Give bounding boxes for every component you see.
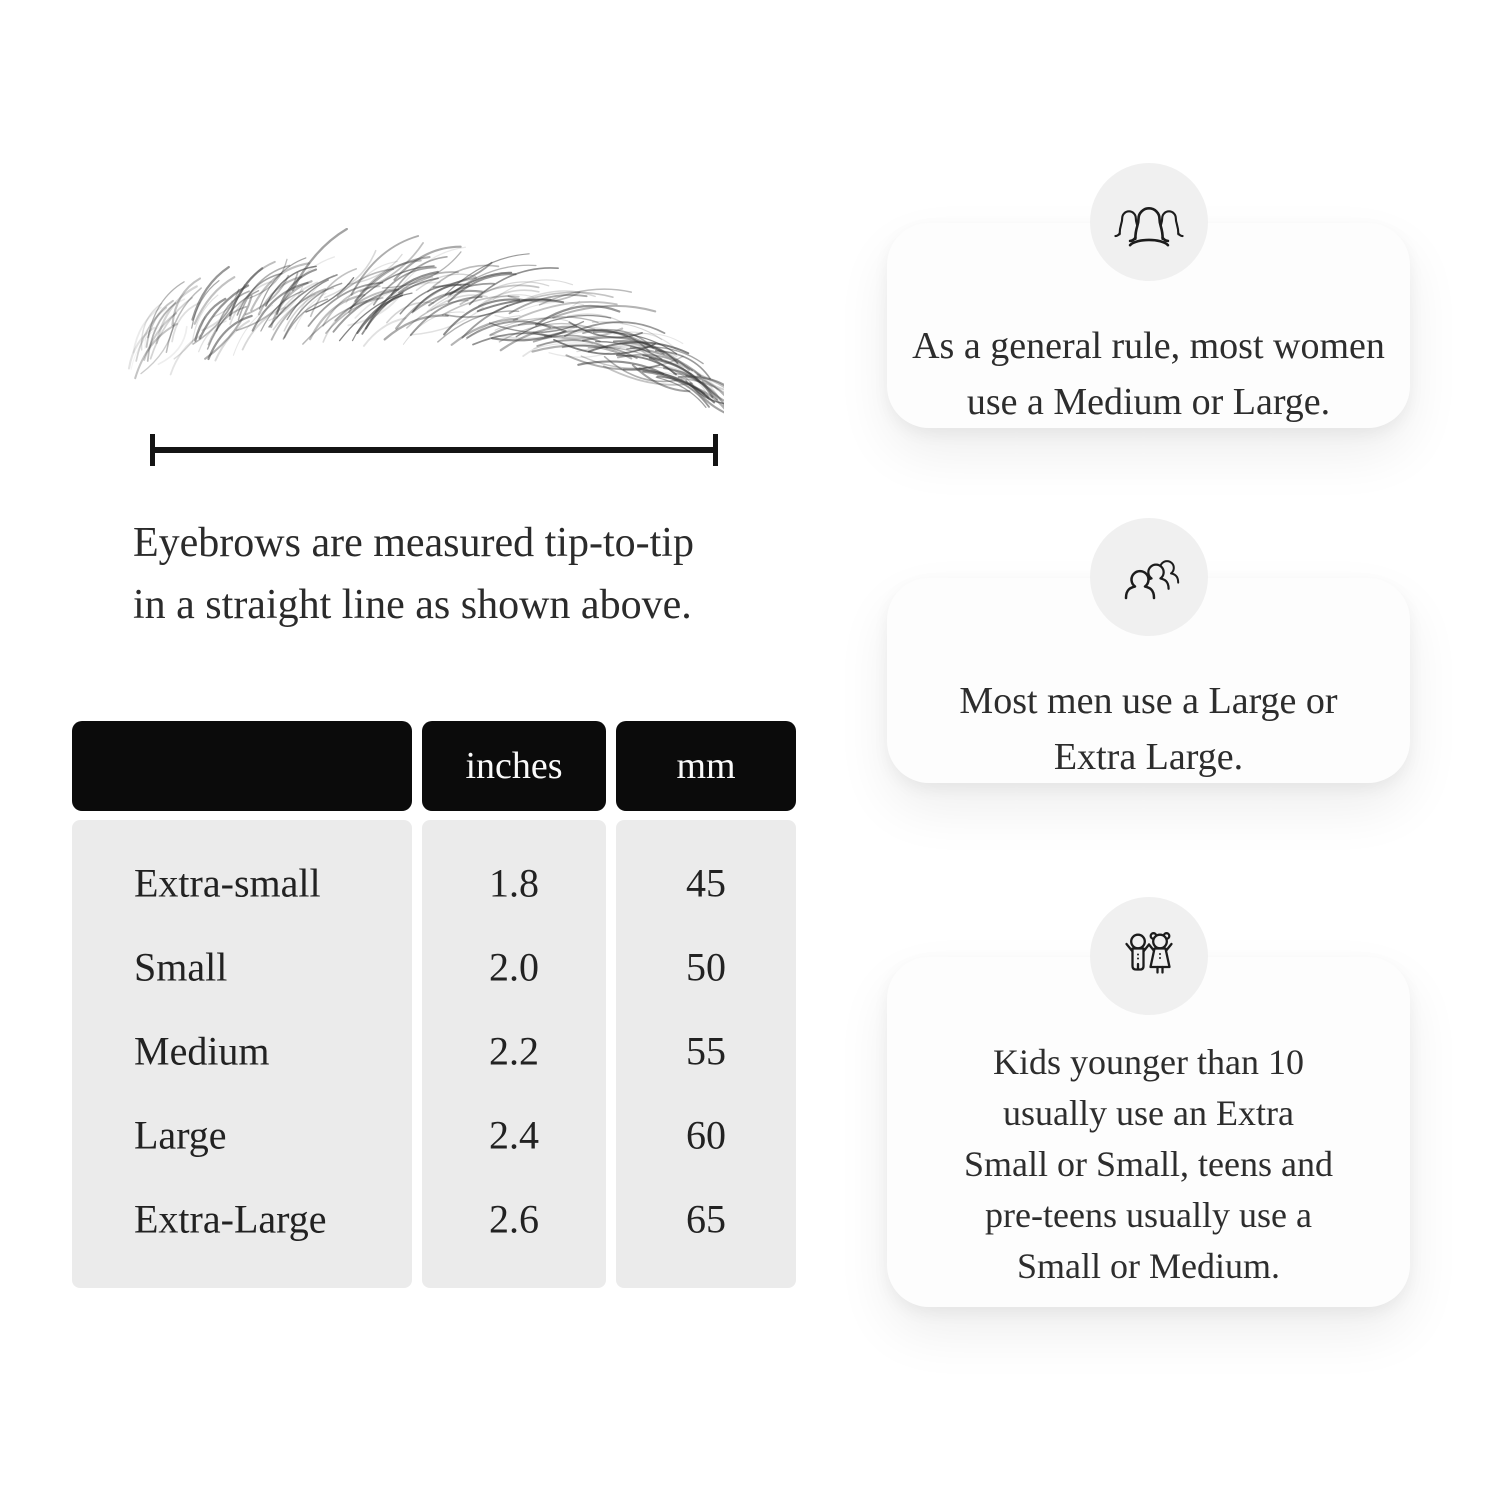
tip-text-line: use a Medium or Large. [966, 381, 1331, 423]
caption-line-2: in a straight line as shown above. [133, 582, 692, 628]
tip-text-line: Most men use a Large or [959, 680, 1338, 722]
tip-text: Most men use a Large or Extra Large. [887, 673, 1410, 785]
table-row: Extra-small 1.8 45 [72, 838, 796, 928]
tip-text-line: Small or Medium. [1017, 1246, 1280, 1286]
tip-text-line: Extra Large. [1053, 736, 1244, 778]
tip-text-line: pre-teens usually use a [985, 1195, 1312, 1235]
tip-text-line: usually use an Extra [1003, 1093, 1294, 1133]
mm-value: 65 [686, 1196, 726, 1242]
mm-value: 60 [686, 1112, 726, 1158]
table-header-size [72, 721, 412, 811]
men-group-icon [1124, 560, 1179, 600]
women-group-icon [1113, 207, 1184, 247]
size-label: Extra-small [134, 860, 321, 906]
inches-value: 2.6 [489, 1196, 539, 1242]
size-label: Small [134, 944, 228, 990]
table-header-mm: mm [616, 721, 796, 811]
tip-card-men: Most men use a Large or Extra Large. [887, 518, 1410, 785]
table-column-inches-bg [422, 820, 606, 1288]
size-label: Extra-Large [134, 1196, 327, 1242]
measurement-ruler [150, 434, 718, 466]
size-label: Large [134, 1112, 227, 1158]
measurement-caption: Eyebrows are measured tip-to-tip in a st… [133, 512, 694, 636]
mm-value: 55 [686, 1028, 726, 1074]
table-row: Extra-Large 2.6 65 [72, 1174, 796, 1264]
inches-value: 1.8 [489, 860, 539, 906]
inches-value: 2.4 [489, 1112, 539, 1158]
inches-value: 2.0 [489, 944, 539, 990]
tip-card-kids: Kids younger than 10 usually use an Extr… [887, 897, 1410, 1307]
mm-value: 45 [686, 860, 726, 906]
icon-circle [1089, 897, 1208, 1015]
table-row: Large 2.4 60 [72, 1090, 796, 1180]
size-label: Medium [134, 1028, 270, 1074]
icon-circle [1089, 163, 1208, 281]
tip-text-line: Small or Small, teens and [964, 1144, 1333, 1184]
icon-circle [1089, 518, 1208, 636]
kids-icon [1124, 932, 1173, 974]
table-column-size-bg [72, 820, 412, 1288]
ruler-right-tick [713, 434, 718, 466]
tip-card-women: As a general rule, most women use a Medi… [887, 163, 1410, 430]
ruler-bar [150, 447, 718, 453]
tip-text-line: As a general rule, most women [912, 325, 1385, 367]
table-column-mm-bg [616, 820, 796, 1288]
tip-text: Kids younger than 10 usually use an Extr… [887, 1037, 1410, 1292]
table-header-inches: inches [422, 721, 606, 811]
eyebrow-illustration [127, 228, 724, 414]
tip-text: As a general rule, most women use a Medi… [887, 318, 1410, 430]
inches-value: 2.2 [489, 1028, 539, 1074]
mm-value: 50 [686, 944, 726, 990]
table-row: Small 2.0 50 [72, 922, 796, 1012]
table-row: Medium 2.2 55 [72, 1006, 796, 1096]
tip-text-line: Kids younger than 10 [993, 1042, 1304, 1082]
caption-line-1: Eyebrows are measured tip-to-tip [133, 520, 694, 566]
